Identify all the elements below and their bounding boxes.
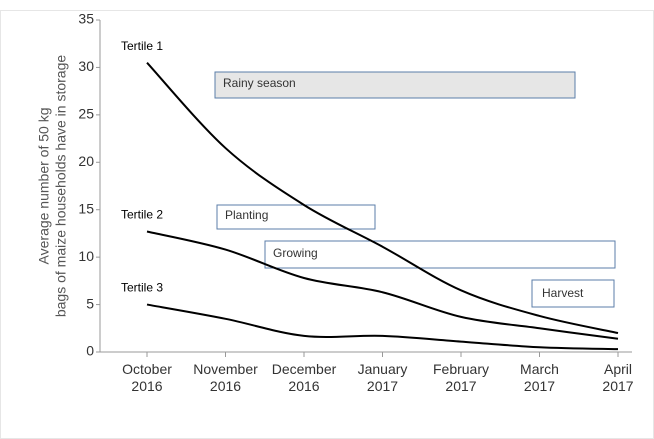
y-tick-label: 35 xyxy=(78,11,94,27)
series-line xyxy=(146,62,619,335)
annotation: Planting xyxy=(225,208,268,222)
x-tick-label: November 2016 xyxy=(193,361,258,394)
annotation-box xyxy=(216,204,376,230)
y-axis-label: bags of maize households have in storage xyxy=(53,55,69,317)
y-tick-label: 0 xyxy=(86,343,94,359)
y-tick-label: 10 xyxy=(78,248,94,264)
x-tick-label: February 2017 xyxy=(433,361,489,394)
y-tick-label: 30 xyxy=(78,58,94,74)
x-tick-label: October 2016 xyxy=(122,361,172,394)
y-axis-label: Average number of 50 kg xyxy=(36,108,52,265)
y-tick-label: 25 xyxy=(78,106,94,122)
x-tick-label: March 2017 xyxy=(520,361,559,394)
annotation-box xyxy=(531,279,615,308)
x-tick-label: January 2017 xyxy=(358,361,408,394)
annotation: Growing xyxy=(273,246,318,260)
annotation-box xyxy=(214,71,576,99)
x-tick-label: December 2016 xyxy=(272,361,337,394)
series-line xyxy=(146,303,619,351)
series-label: Tertile 1 xyxy=(121,39,163,53)
annotation-box xyxy=(264,240,616,269)
y-tick-label: 20 xyxy=(78,153,94,169)
series-label: Tertile 3 xyxy=(121,281,163,295)
x-tick-label: April 2017 xyxy=(602,361,633,394)
annotation: Harvest xyxy=(542,286,584,300)
annotation: Rainy season xyxy=(223,76,296,90)
y-tick-label: 5 xyxy=(86,295,94,311)
series-line xyxy=(146,230,619,340)
y-tick-label: 15 xyxy=(78,200,94,216)
series-label: Tertile 2 xyxy=(121,208,163,222)
